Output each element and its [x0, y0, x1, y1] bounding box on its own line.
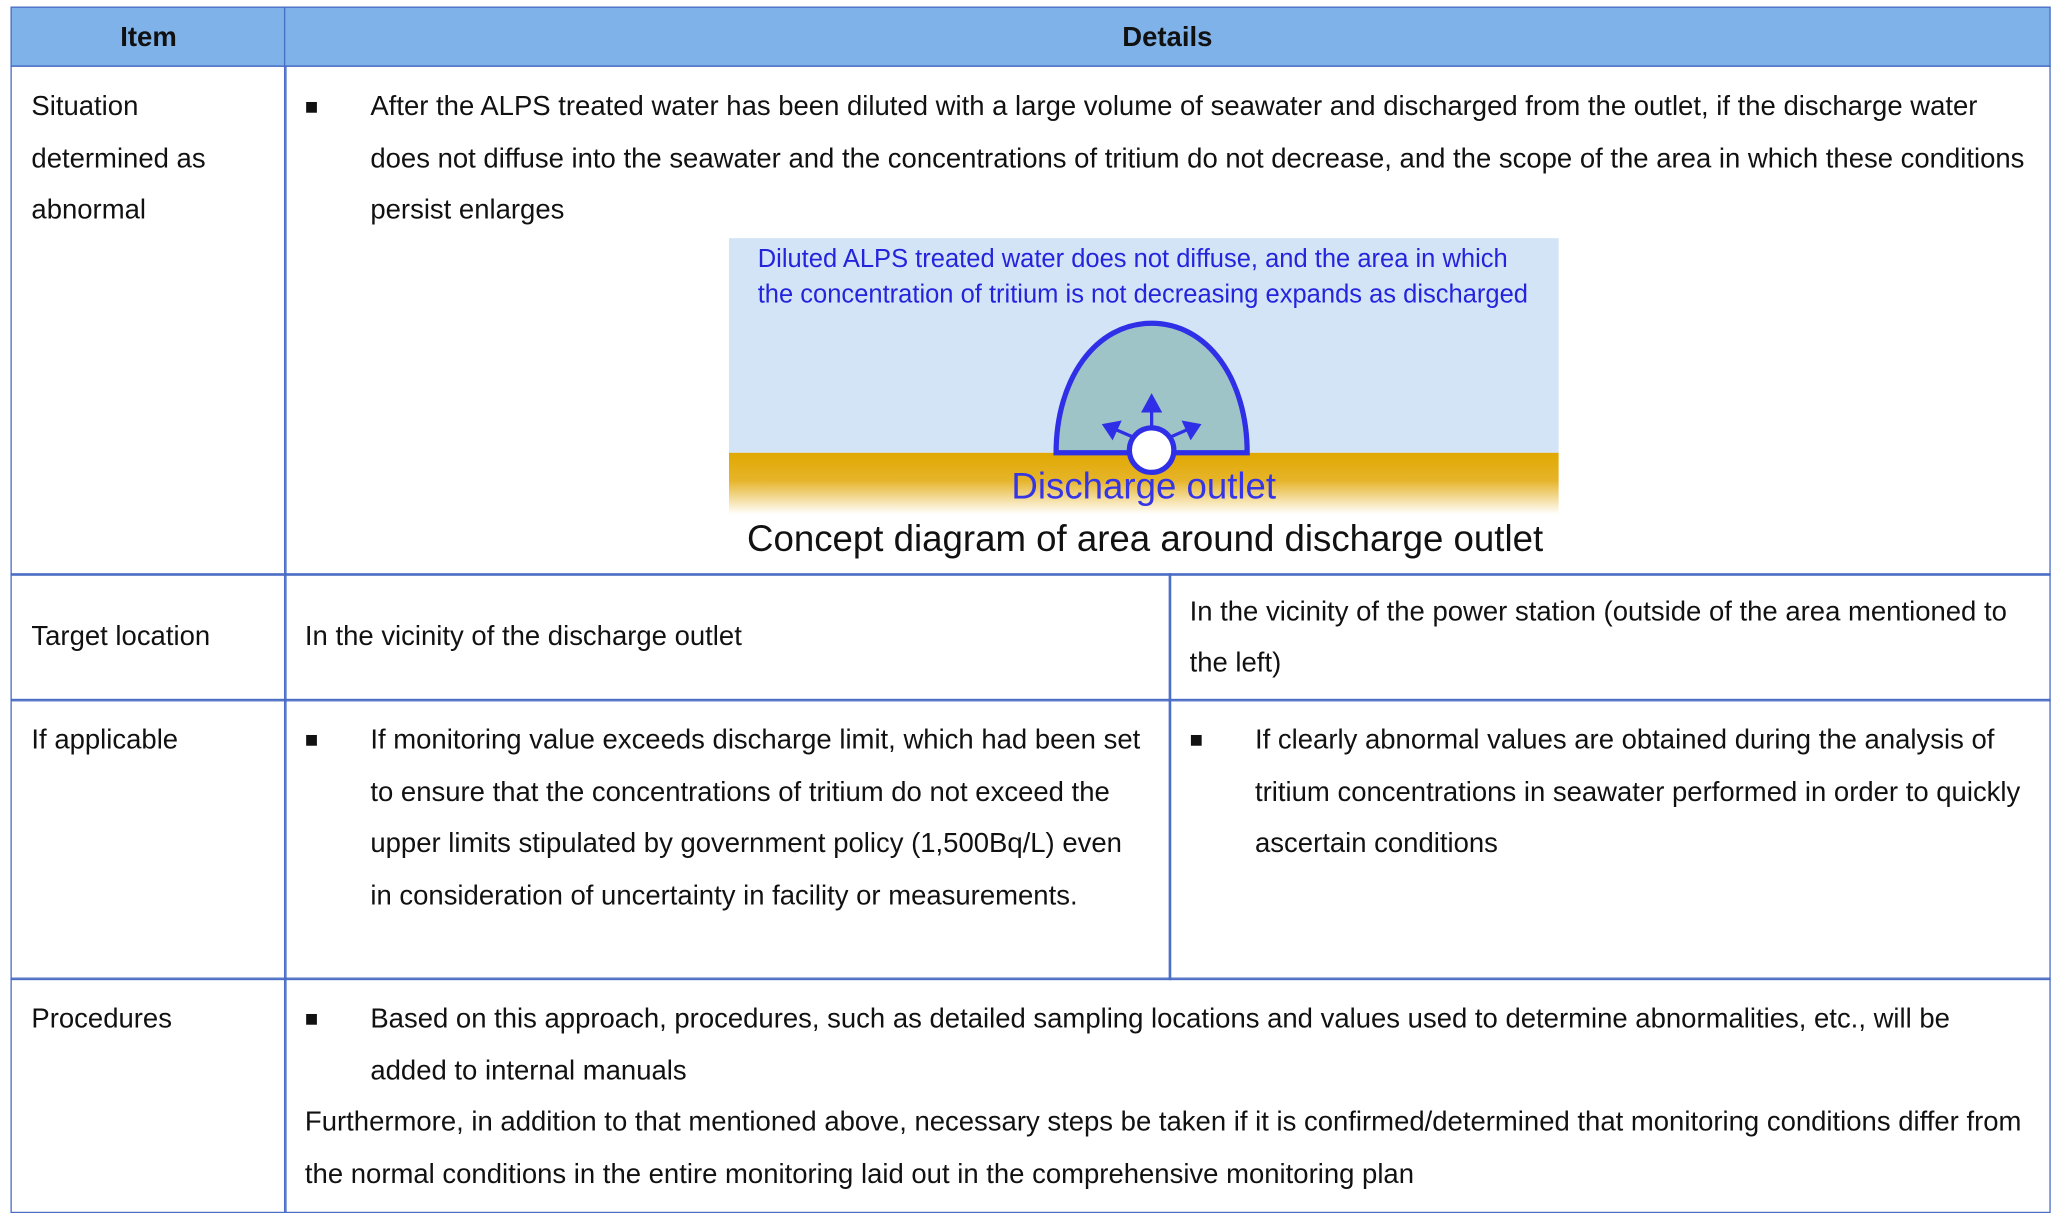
plume: [1053, 320, 1250, 456]
diagram-note: Diluted ALPS treated water does not diff…: [757, 244, 1528, 309]
outlet: [1126, 425, 1177, 476]
item-cell: Procedures: [10, 977, 287, 1213]
outlet-label: Discharge outlet: [1011, 466, 1276, 507]
bullet: If clearly abnormal values are obtained …: [1190, 715, 2030, 870]
details-cell: Based on this approach, procedures, such…: [283, 977, 2051, 1213]
header-cell: Details: [283, 6, 2051, 67]
bullet: Based on this approach, procedures, such…: [305, 993, 2030, 1096]
bullet: After the ALPS treated water has been di…: [305, 81, 2030, 236]
details-cell: If monitoring value exceeds discharge li…: [283, 698, 1172, 981]
arrows: [1101, 393, 1202, 445]
item-cell: Situation determined as abnormal: [10, 65, 287, 576]
header-cell: Item: [10, 6, 287, 67]
note: Furthermore, in addition to that mention…: [304, 1107, 2022, 1189]
details-cell: In the vicinity of the discharge outlet: [283, 573, 1172, 702]
details-cell: If clearly abnormal values are obtained …: [1168, 698, 2051, 981]
item-cell: Target location: [10, 573, 287, 702]
item-cell: If applicable: [10, 698, 287, 981]
details-cell: After the ALPS treated water has been di…: [283, 65, 2051, 576]
diagram-caption: Concept diagram of area around discharge…: [747, 518, 1543, 559]
details-cell: In the vicinity of the power station (ou…: [1168, 573, 2051, 702]
bullet: If monitoring value exceeds discharge li…: [305, 715, 1150, 922]
concept-diagram: Diluted ALPS treated water does not diff…: [728, 238, 1559, 559]
